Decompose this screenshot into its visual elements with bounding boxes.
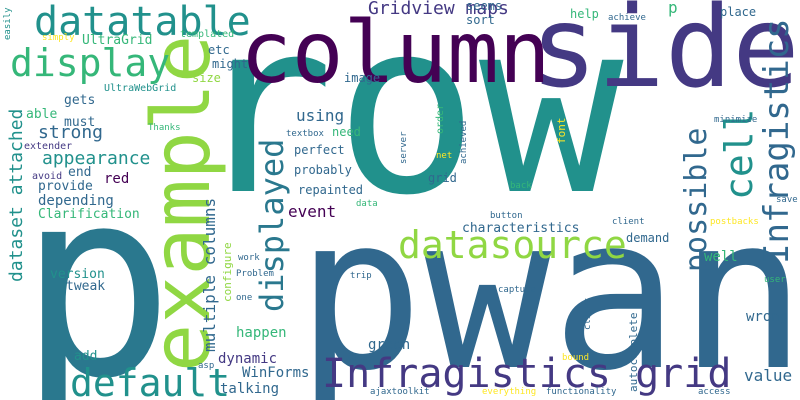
word-event: event xyxy=(288,202,337,221)
word-postbacks: postbacks xyxy=(710,217,759,227)
word-pwant: pwant xyxy=(296,170,800,400)
word-place: place xyxy=(720,5,757,19)
word-net: net xyxy=(436,151,453,161)
word-button: button xyxy=(490,211,523,221)
word-one: one xyxy=(236,293,253,303)
word-perfect: perfect xyxy=(294,143,345,157)
word-dynamic: dynamic xyxy=(218,351,278,367)
word-data: data xyxy=(356,199,378,209)
word-image: image xyxy=(344,71,381,85)
word-functionality: functionality xyxy=(546,387,617,397)
word-configure: configure xyxy=(221,242,234,302)
word-happen: happen xyxy=(236,325,287,341)
word-dataset-attached: dataset attached xyxy=(6,108,27,282)
word-ajaxtoolkit: ajaxtoolkit xyxy=(370,387,430,397)
word-seems: seems xyxy=(466,0,503,13)
word-capture: capture xyxy=(498,285,536,295)
word-grid-small: grid xyxy=(428,171,457,185)
word-probably: probably xyxy=(294,163,352,177)
word-sort: sort xyxy=(466,13,495,27)
word-asp: asp xyxy=(198,361,215,371)
word-access: access xyxy=(698,387,731,397)
word-wrong: wrong xyxy=(746,309,789,325)
word-well: well xyxy=(704,249,738,265)
word-repainted: repainted xyxy=(298,183,364,197)
word-minimize: minimize xyxy=(714,115,758,125)
word-display: display xyxy=(10,41,171,85)
word-server: server xyxy=(399,131,409,164)
word-simply: simply xyxy=(42,33,75,43)
word-ultragrid: UltraGrid xyxy=(82,33,153,48)
word-red: red xyxy=(104,171,130,187)
word-etc: etc xyxy=(208,43,230,57)
word-strong: strong xyxy=(38,122,104,143)
word-back: back xyxy=(510,181,532,191)
word-displayed: displayed xyxy=(253,138,291,312)
word-multiple-columns: multiple columns xyxy=(200,197,219,352)
word-ultrawebgrid: UltraWebGrid xyxy=(104,83,177,94)
word-version: version xyxy=(50,267,105,282)
word-help: help xyxy=(570,7,599,21)
word-datasource: datasource xyxy=(398,223,627,267)
word-avoid: avoid xyxy=(32,171,63,182)
word-winforms: WinForms xyxy=(242,365,310,381)
word-clarification: Clarification xyxy=(38,207,140,222)
word-able: able xyxy=(26,107,58,122)
word-datatable: datatable xyxy=(34,0,251,45)
word-save: save xyxy=(776,195,798,205)
word-must: must xyxy=(64,115,96,130)
word-achieve: achieve xyxy=(608,13,646,23)
word-infragistics-grid: Infragistics grid xyxy=(322,351,732,397)
word-extender: extender xyxy=(24,141,73,152)
word-bound: bound xyxy=(562,353,590,363)
word-font: font xyxy=(555,117,568,145)
word-client: client xyxy=(612,217,645,227)
word-everything: everything xyxy=(482,387,537,397)
word-need: need xyxy=(332,125,361,139)
word-side: side xyxy=(530,0,800,113)
word-demand: demand xyxy=(626,231,670,245)
word-provide: provide xyxy=(38,179,93,194)
word-templated: templated xyxy=(180,29,235,40)
word-value: value xyxy=(744,366,793,385)
word-achieved: achieved xyxy=(459,120,469,164)
word-column: column xyxy=(240,3,551,103)
word-thanks: Thanks xyxy=(148,123,181,133)
word-idea: idea xyxy=(346,353,368,363)
word-p: p xyxy=(18,134,175,400)
word-row: row xyxy=(190,0,624,248)
word-tweak: tweak xyxy=(66,279,106,294)
word-order: order xyxy=(435,103,446,134)
word-user: user xyxy=(764,275,786,285)
word-appearance: appearance xyxy=(42,148,151,169)
word-trip: trip xyxy=(350,271,372,281)
word-default: default xyxy=(70,361,231,400)
word-depending: depending xyxy=(38,193,114,209)
word-characteristics: characteristics xyxy=(462,221,580,236)
word-size: size xyxy=(192,71,221,85)
word-using: using xyxy=(296,106,345,125)
word-gets: gets xyxy=(64,93,96,108)
word-autocomplete: autocomplete xyxy=(627,312,640,392)
word-end: end xyxy=(68,165,92,180)
word-add: add xyxy=(74,349,98,364)
word-gridview-maps: Gridview maps xyxy=(368,0,509,19)
word-talking: talking xyxy=(220,381,280,397)
word-infragistics-vertical: Infragistics xyxy=(757,18,797,264)
word-green: green xyxy=(368,337,411,353)
word-textbox: textbox xyxy=(286,129,324,139)
word-problem: Problem xyxy=(236,269,274,279)
word-p-small: p xyxy=(668,0,678,17)
word-easily: easily xyxy=(3,7,13,40)
word-might: might xyxy=(212,57,249,71)
word-work: work xyxy=(238,253,260,263)
word-clicks: clicks xyxy=(583,297,593,330)
